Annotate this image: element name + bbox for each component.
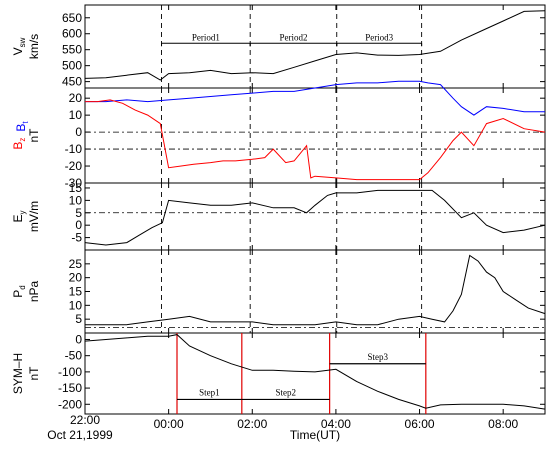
y-tick-label: 20 xyxy=(69,271,83,285)
y-tick-label: 15 xyxy=(69,285,83,299)
y-axis-label-main: P xyxy=(11,290,25,298)
y-axis-label-part: B xyxy=(14,124,28,132)
y-tick-label: 650 xyxy=(62,11,82,25)
y-tick-label: 15 xyxy=(69,181,83,195)
x-axis: 22:00 Oct 21,1999 Time(UT) xyxy=(47,413,340,442)
y-axis-label-main: V xyxy=(11,47,25,55)
panel-frame xyxy=(84,249,546,334)
y-tick-label: -100 xyxy=(58,365,82,379)
y-axis-unit: mV/m xyxy=(27,201,41,232)
x-start-time: 22:00 xyxy=(70,413,100,427)
y-axis-label: Ey xyxy=(11,210,27,222)
y-axis-label-subscript: d xyxy=(18,285,27,289)
y-tick-label: 550 xyxy=(62,43,82,57)
panel-frame xyxy=(84,87,546,184)
series-line-ey xyxy=(84,189,546,246)
panel-symh: 0 -50 -100 -150 -200 SYM–H nT Step1 Step2 Step3 00… xyxy=(11,332,546,431)
y-tick-label: -200 xyxy=(58,397,82,411)
series-line-symh xyxy=(84,334,546,410)
y-axis-label-main: E xyxy=(11,214,25,222)
y-tick-label: 0 xyxy=(75,218,82,232)
y-tick-label: 500 xyxy=(62,59,82,73)
x-tick-label: 06:00 xyxy=(405,417,435,431)
period-label: Period3 xyxy=(365,32,393,42)
y-tick-label: 20 xyxy=(69,91,83,105)
x-start-date: Oct 21,1999 xyxy=(47,428,113,442)
y-tick-label: -150 xyxy=(58,381,82,395)
period-label: Period1 xyxy=(192,32,220,42)
y-axis-label-main: SYM–H xyxy=(11,353,25,394)
period-label: Period2 xyxy=(279,32,307,42)
y-tick-label: -10 xyxy=(65,142,83,156)
y-axis-label: SYM–H xyxy=(11,353,25,394)
y-tick-label: 0 xyxy=(75,332,82,346)
panel-frame xyxy=(84,4,546,89)
y-tick-label: -50 xyxy=(65,349,83,363)
y-tick-label: 25 xyxy=(69,257,83,271)
y-tick-label: -20 xyxy=(65,159,83,173)
x-tick-label: 00:00 xyxy=(154,417,184,431)
series-line-Bz xyxy=(85,99,546,181)
y-tick-label: -5 xyxy=(71,231,82,245)
y-axis-unit: nT xyxy=(27,366,41,381)
y-axis-label: BzBt xyxy=(11,121,30,150)
series-line-Bt xyxy=(85,80,545,116)
panel-frame xyxy=(84,332,546,415)
y-tick-label: 10 xyxy=(69,108,83,122)
y-tick-label: 10 xyxy=(69,193,83,207)
y-tick-label: -30 xyxy=(65,176,83,190)
step-label: Step3 xyxy=(367,352,388,362)
x-tick-label: 04:00 xyxy=(321,417,351,431)
x-tick-label: 02:00 xyxy=(237,417,267,431)
y-axis-label-subscript: sw xyxy=(18,37,27,47)
y-axis-unit: nPa xyxy=(27,281,41,303)
series-line-pd xyxy=(85,254,546,326)
step-label: Step2 xyxy=(275,387,296,397)
y-tick-label: 5 xyxy=(75,206,82,220)
series-line-vsw xyxy=(84,10,546,81)
y-tick-label: 10 xyxy=(69,298,83,312)
x-axis-label: Time(UT) xyxy=(290,428,340,442)
y-axis-label-subscript: z xyxy=(18,138,27,142)
y-axis-label: Pd xyxy=(11,285,27,297)
panel-frame xyxy=(84,182,546,251)
x-tick-label: 08:00 xyxy=(488,417,518,431)
y-axis-label-subscript: t xyxy=(21,121,30,124)
y-tick-label: 450 xyxy=(62,75,82,89)
y-tick-label: 5 xyxy=(75,312,82,326)
y-axis-unit: km/s xyxy=(27,34,41,59)
step-label: Step1 xyxy=(199,387,220,397)
y-axis-label-subscript: y xyxy=(18,210,27,214)
y-tick-label: 600 xyxy=(62,27,82,41)
y-axis-unit: nT xyxy=(27,128,41,143)
y-tick-label: 0 xyxy=(75,125,82,139)
y-axis-label-part: B xyxy=(11,142,25,150)
panel-vsw: 450 500 550 600 650 Vsw km/s Period1 Period2 Peri… xyxy=(11,4,546,89)
y-axis-label: Vsw xyxy=(11,37,27,55)
